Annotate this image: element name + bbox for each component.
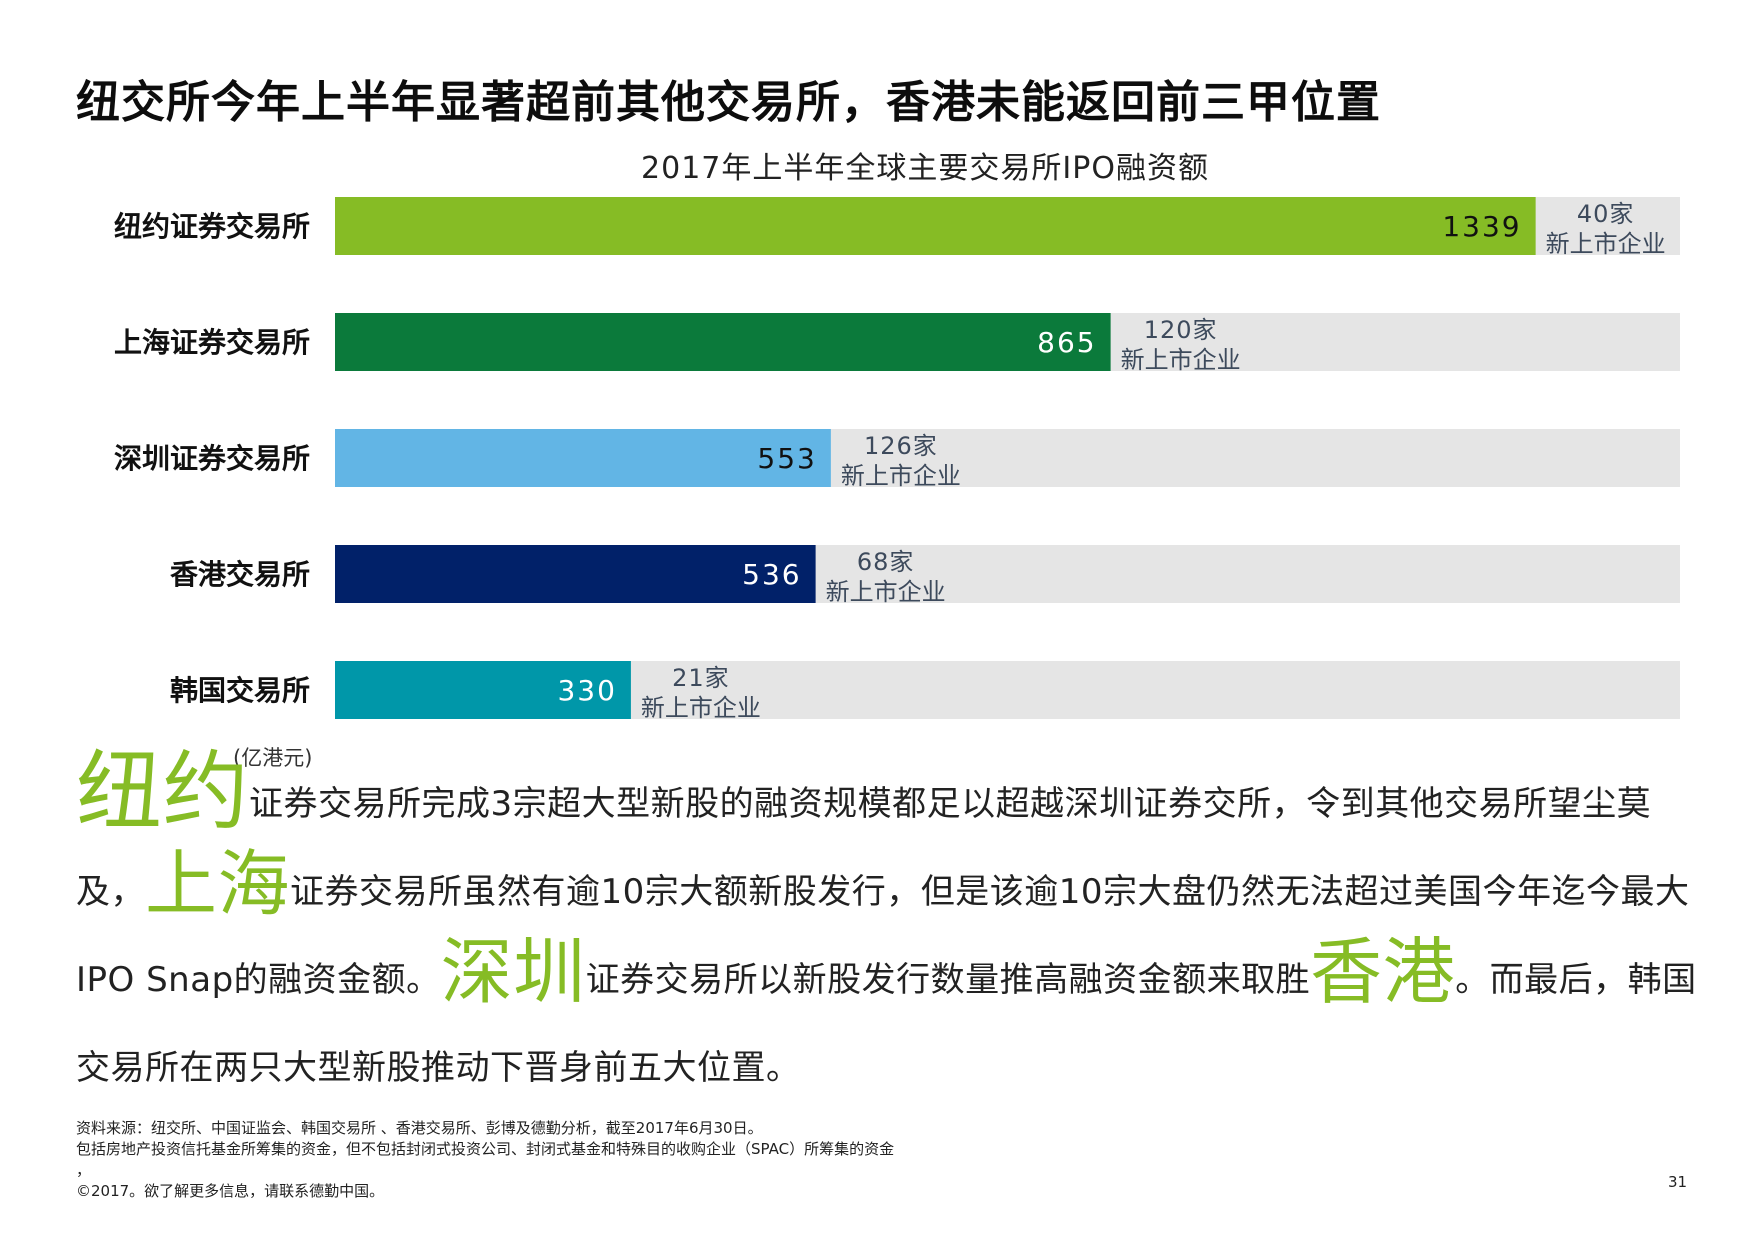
new-listing-label-2: 新上市企业	[841, 462, 961, 490]
new-listing-label-0: 新上市企业	[1546, 230, 1666, 258]
category-label-1: 上海证券交易所	[114, 326, 310, 359]
new-listing-label-1: 新上市企业	[1121, 346, 1241, 374]
value-label-4: 330	[557, 674, 616, 707]
new-listing-count-1: 120家	[1144, 316, 1218, 344]
new-listing-label-4: 新上市企业	[641, 694, 761, 722]
category-label-0: 纽约证券交易所	[114, 210, 310, 243]
highlight-newyork: 纽约	[76, 742, 249, 842]
bar-2	[335, 429, 831, 487]
commentary-part-3: 证券交易所以新股发行数量推高融资金额来取胜	[585, 960, 1311, 1000]
category-label-3: 香港交易所	[170, 558, 310, 591]
bar-4	[335, 661, 631, 719]
bar-1	[335, 313, 1111, 371]
footer-note: 包括房地产投资信托基金所筹集的资金，但不包括封闭式投资公司、封闭式基金和特殊目的…	[76, 1140, 895, 1158]
value-label-3: 536	[742, 558, 801, 591]
unit-note: (亿港元)	[233, 746, 313, 770]
footer-source: 资料来源：纽交所、中国证监会、韩国交易所 、香港交易所、彭博及德勤分析，截至20…	[76, 1119, 763, 1137]
value-label-1: 865	[1037, 326, 1096, 359]
category-label-4: 韩国交易所	[170, 674, 310, 707]
page-title: 纽交所今年上半年显著超前其他交易所，香港未能返回前三甲位置	[76, 77, 1381, 128]
chart-title: 2017年上半年全球主要交易所IPO融资额	[641, 151, 1209, 186]
page-number: 31	[1668, 1173, 1688, 1191]
value-label-0: 1339	[1442, 210, 1521, 243]
bar-0	[335, 197, 1536, 255]
footer-comma: ，	[76, 1161, 92, 1179]
new-listing-count-4: 21家	[672, 664, 730, 692]
commentary-part-1: 证券交易所完成3宗超大型新股的融资规模都足以超越深圳证券交所，令到其他交易所望尘…	[76, 784, 1652, 912]
new-listing-count-0: 40家	[1577, 200, 1635, 228]
new-listing-count-2: 126家	[864, 432, 938, 460]
value-label-2: 553	[757, 442, 816, 475]
highlight-hongkong: 香港	[1310, 930, 1456, 1014]
footer-notes: 资料来源：纽交所、中国证监会、韩国交易所 、香港交易所、彭博及德勤分析，截至20…	[76, 1118, 894, 1202]
bar-3	[335, 545, 816, 603]
highlight-shenzhen: 深圳	[440, 930, 586, 1014]
category-label-2: 深圳证券交易所	[114, 442, 310, 475]
highlight-shanghai: 上海	[145, 842, 291, 926]
commentary-part-4: 。而最后，韩国交易所在两只大型新股推动下晋身前五大位置。	[76, 960, 1697, 1088]
commentary-paragraph: 纽约证券交易所完成3宗超大型新股的融资规模都足以超越深圳证券交所，令到其他交易所…	[76, 749, 1716, 1112]
footer-copyright: ©2017。欲了解更多信息，请联系德勤中国。	[76, 1182, 385, 1200]
new-listing-label-3: 新上市企业	[826, 578, 946, 606]
commentary-part-2: 证券交易所虽然有逾10宗大额新股发行，但是该逾10宗大盘仍然无法超过美国今年迄今…	[76, 872, 1690, 1000]
new-listing-count-3: 68家	[857, 548, 915, 576]
